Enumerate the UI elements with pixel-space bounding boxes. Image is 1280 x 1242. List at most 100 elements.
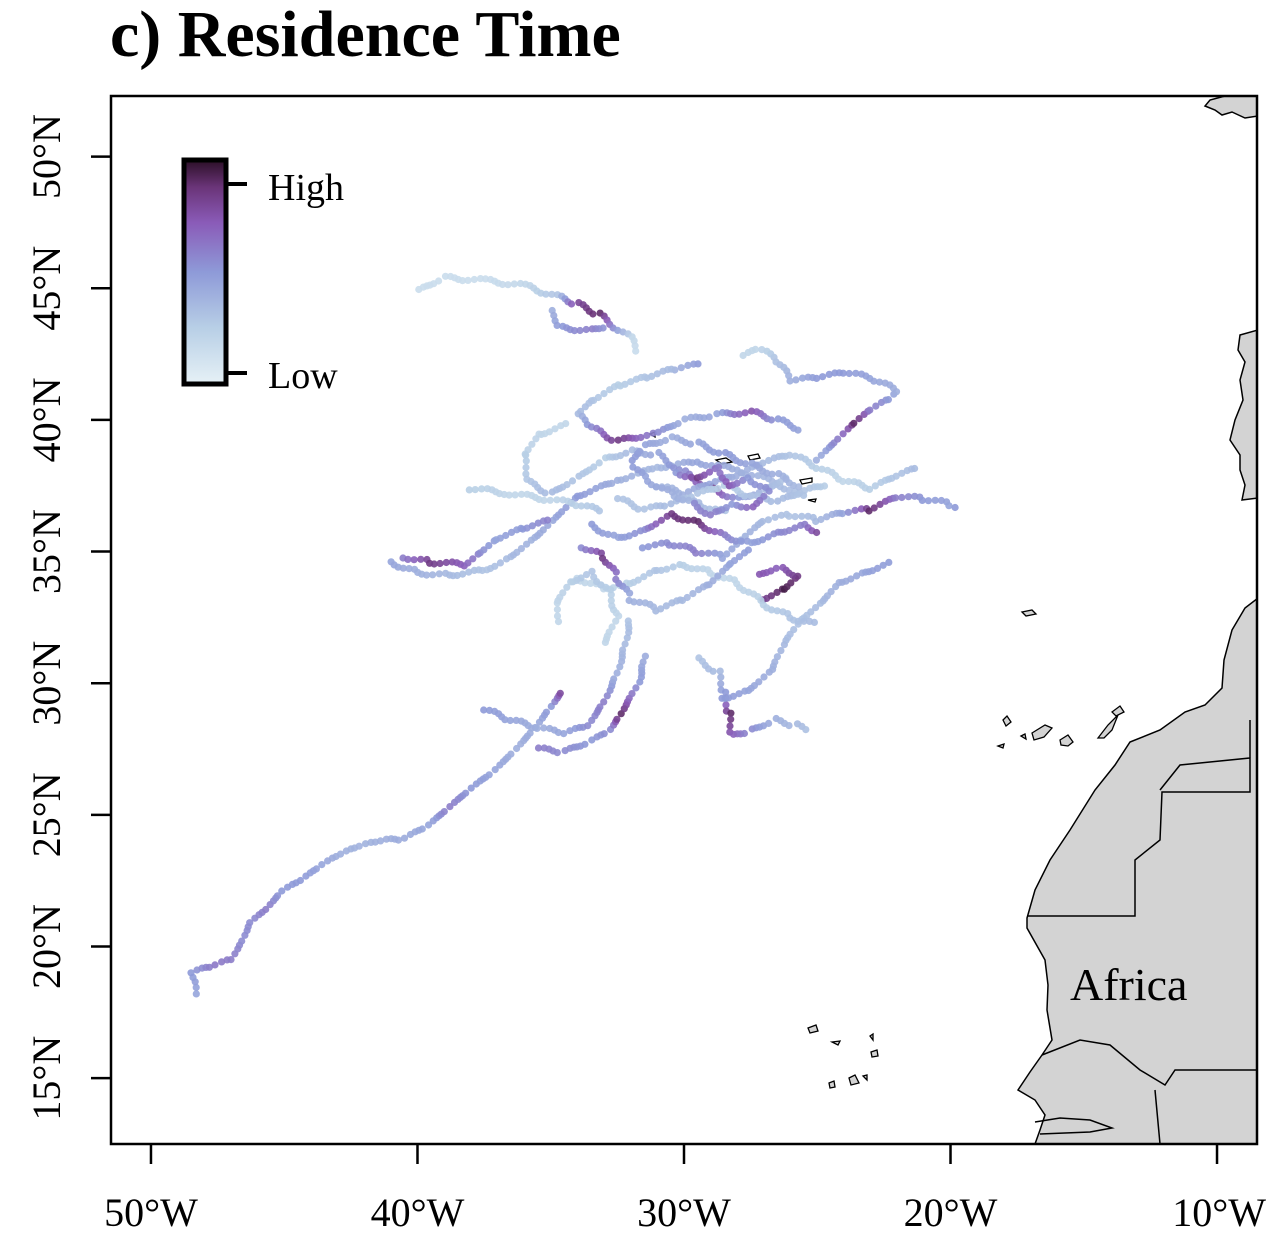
track-point — [839, 430, 847, 438]
track-point — [616, 663, 624, 671]
track-point — [852, 369, 860, 377]
track-point — [951, 503, 959, 512]
track-point — [404, 555, 412, 564]
track-point — [715, 463, 723, 471]
track-point — [355, 842, 363, 850]
track-point — [825, 370, 833, 378]
track-point — [616, 452, 625, 460]
track-point — [636, 598, 644, 607]
track-point — [729, 493, 737, 501]
track-point — [603, 692, 611, 700]
track-point — [717, 673, 725, 681]
y-axis: 15°N 20°N 25°N 30°N 35°N 40°N 45°N 50°N — [24, 114, 111, 1121]
track-point — [528, 724, 536, 732]
track-point — [600, 390, 608, 398]
track-point — [705, 527, 713, 535]
track-point — [470, 275, 478, 284]
track-point — [623, 634, 631, 642]
track-point — [798, 512, 806, 520]
track-point — [768, 470, 776, 478]
track-point — [787, 579, 795, 587]
track-point — [800, 487, 809, 495]
track-point — [541, 489, 549, 497]
track-point — [462, 789, 470, 797]
track-point — [765, 487, 773, 495]
y-tick-label: 30°N — [24, 641, 69, 726]
track-point — [621, 640, 629, 648]
track-point — [879, 561, 887, 569]
track-point — [637, 433, 645, 442]
track-point — [553, 612, 562, 620]
track-point — [613, 669, 621, 677]
track-point — [885, 558, 893, 567]
legend-color-bar — [181, 157, 229, 387]
track-point — [747, 492, 755, 500]
track-point — [478, 485, 486, 493]
track-point — [554, 618, 563, 626]
track-point — [765, 456, 773, 465]
track-point — [657, 566, 665, 575]
track-point — [690, 499, 699, 507]
track-point — [625, 532, 633, 540]
track-point — [465, 568, 473, 576]
track-point — [794, 426, 802, 434]
track-point — [758, 346, 766, 354]
track-point — [528, 440, 536, 448]
track-point — [227, 956, 235, 964]
track-point — [394, 836, 402, 844]
track-point — [423, 571, 431, 579]
track-point — [560, 730, 568, 738]
track-point — [205, 963, 213, 971]
track-point — [583, 502, 591, 510]
track-point — [729, 692, 738, 700]
track-point — [505, 491, 513, 499]
track-point — [218, 958, 226, 966]
track-point — [740, 729, 749, 738]
track-point — [768, 606, 776, 614]
track-point — [804, 373, 812, 381]
track-point — [898, 493, 906, 502]
track-point — [732, 472, 740, 480]
track-point — [446, 803, 454, 811]
canary-islands — [996, 705, 1125, 749]
track-point — [400, 834, 409, 842]
britain-land — [1203, 96, 1257, 119]
track-point — [640, 573, 648, 581]
track-point — [581, 403, 589, 411]
track-point — [551, 425, 559, 433]
legend-high-label: High — [268, 167, 344, 209]
track-point — [627, 378, 635, 386]
track-point — [187, 969, 195, 977]
track-point — [711, 528, 719, 536]
track-point — [904, 493, 913, 501]
track-point — [755, 678, 763, 686]
track-point — [523, 524, 531, 532]
track-point — [774, 497, 782, 505]
track-point — [608, 479, 616, 487]
track-point — [702, 461, 710, 470]
track-point — [506, 716, 514, 725]
track-point — [871, 482, 879, 490]
track-point — [765, 719, 773, 728]
track-point — [722, 701, 730, 709]
africa-land — [1016, 597, 1257, 1144]
track-point — [723, 493, 731, 501]
track-point — [660, 502, 669, 510]
tracks-layer — [187, 272, 959, 998]
track-point — [588, 567, 596, 575]
track-point — [720, 574, 728, 582]
y-tick-label: 45°N — [24, 246, 69, 331]
track-point — [785, 512, 793, 520]
track-point — [491, 766, 499, 774]
track-point — [632, 347, 640, 355]
track-point — [624, 617, 632, 625]
track-point — [595, 507, 604, 515]
track-point — [823, 513, 831, 521]
track-point — [898, 469, 906, 477]
track-point — [501, 716, 509, 724]
track-point — [628, 472, 636, 480]
track-point — [528, 522, 537, 530]
track-point — [709, 667, 717, 675]
track-point — [851, 506, 859, 514]
